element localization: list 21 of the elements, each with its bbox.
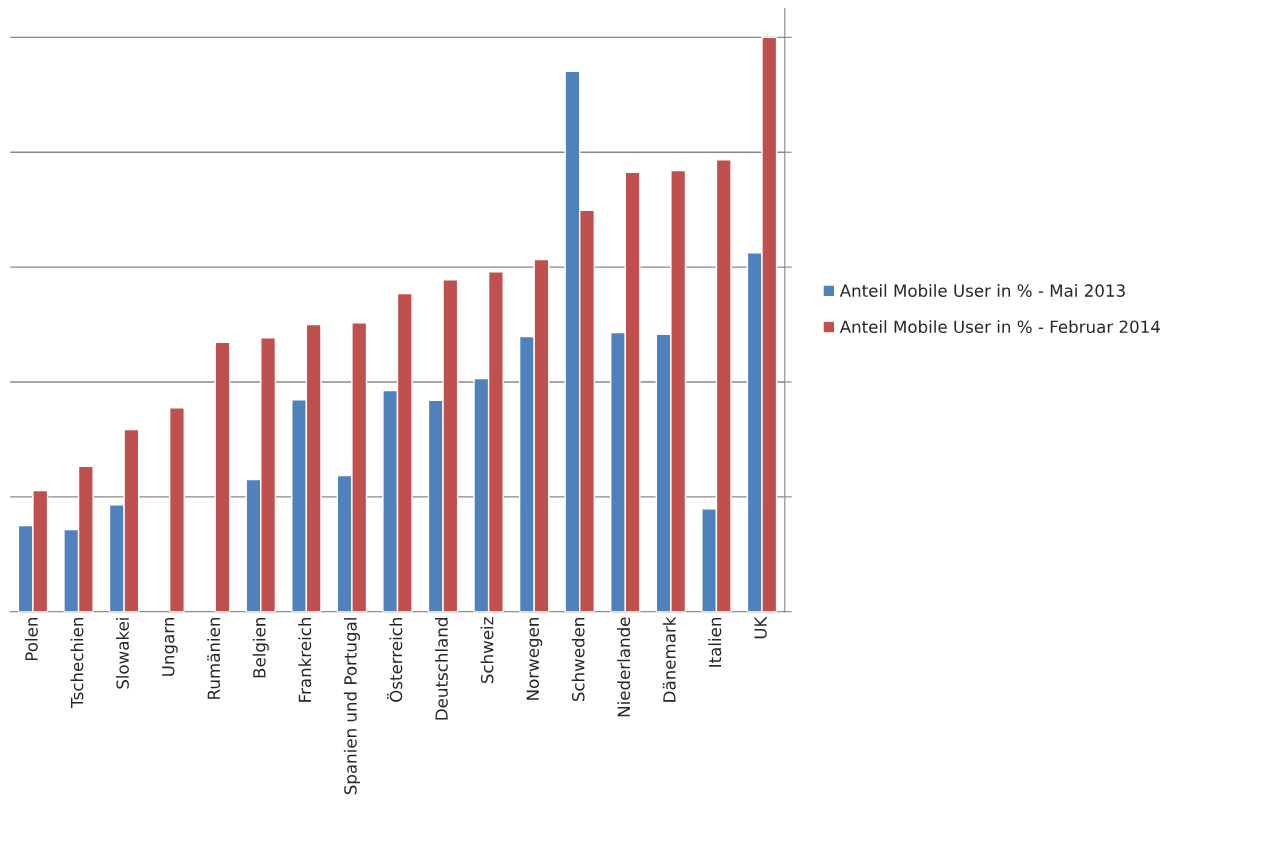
x-tick-label: Rumänien: [207, 617, 221, 699]
x-tick-label: Spanien und Portugal: [343, 618, 360, 795]
x-tick-label: Ungarn: [162, 617, 178, 676]
legend-label: Anteil Mobile User in % - Februar 2014: [839, 320, 1160, 334]
x-tick-label: Schweiz: [480, 617, 494, 684]
x-tick-label: Frankreich: [298, 617, 312, 702]
x-tick-label: UK: [754, 616, 767, 639]
legend-label: Anteil Mobile User in % - Mai 2013: [839, 284, 1125, 297]
bar: [168, 407, 185, 612]
bar: [214, 341, 231, 612]
x-tick-label: Niederlande: [617, 617, 631, 717]
x-tick-label: Italien: [708, 617, 722, 667]
x-tick-label: Österreich: [386, 617, 403, 702]
x-tick-label: Schweden: [571, 617, 585, 702]
x-tick-label: Deutschland: [434, 618, 448, 720]
x-tick-label: Polen: [24, 617, 38, 661]
x-tick-label: Tschechien: [70, 617, 84, 708]
x-tick-label: Belgien: [252, 617, 269, 678]
x-tick-label: Dänemark: [662, 616, 676, 702]
x-tick-label: Slowakei: [116, 618, 129, 689]
x-tick-label: Norwegen: [526, 617, 543, 700]
